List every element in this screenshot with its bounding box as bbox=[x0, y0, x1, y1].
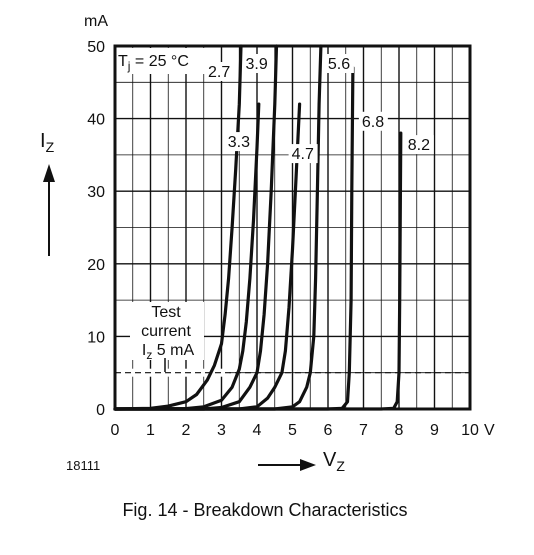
y-tick-label: 50 bbox=[87, 39, 105, 56]
curve-label-bg bbox=[288, 144, 318, 164]
curve-label-bg bbox=[205, 62, 235, 81]
x-axis-arrow-head bbox=[300, 459, 316, 471]
y-unit-label: mA bbox=[84, 13, 108, 30]
temperature-annotation: Tj = 25 °C bbox=[118, 53, 189, 73]
x-tick-label: 9 bbox=[430, 422, 439, 439]
x-tick-label: 4 bbox=[253, 422, 262, 439]
test-note-line2: current bbox=[141, 323, 191, 340]
curve-3-3 bbox=[113, 102, 261, 411]
y-tick-label: 0 bbox=[96, 402, 105, 419]
y-tick-label: 20 bbox=[87, 257, 105, 274]
x-tick-label: 2 bbox=[182, 422, 191, 439]
tick-labels: 0 1 2 3 4 5 6 7 8 9 10 V 0 10 20 30 40 50 bbox=[87, 39, 495, 439]
test-note-suffix: 5 mA bbox=[152, 342, 194, 359]
test-note-line1: Test bbox=[151, 304, 181, 321]
x-axis-title: VZ bbox=[323, 449, 345, 474]
curve-label-5-6: 5.6 bbox=[328, 56, 350, 73]
x-tick-label: 8 bbox=[395, 422, 404, 439]
curve-label-2-7: 2.7 bbox=[208, 64, 230, 81]
reference-line-layer bbox=[115, 368, 470, 377]
plot-border bbox=[113, 44, 472, 411]
curve-label-bg bbox=[324, 54, 354, 73]
figure-id: 18111 bbox=[66, 458, 100, 473]
curve-label-8-2: 8.2 bbox=[408, 137, 430, 154]
temp-prefix: T bbox=[118, 53, 128, 70]
curve-label-6-8: 6.8 bbox=[362, 114, 384, 131]
curve-label-bg bbox=[358, 111, 388, 131]
y-axis-title: IZ bbox=[40, 130, 55, 155]
curve-label-bg bbox=[242, 54, 272, 73]
temp-text: = 25 °C bbox=[130, 53, 188, 70]
curve-label-3-9: 3.9 bbox=[246, 56, 268, 73]
x-axis-title-sub: Z bbox=[336, 458, 345, 474]
figure-caption: Fig. 14 - Breakdown Characteristics bbox=[122, 500, 407, 520]
curve-2-7 bbox=[113, 44, 243, 411]
test-note-prefix: I bbox=[142, 342, 146, 359]
x-tick-label: 1 bbox=[146, 422, 155, 439]
x-unit-label: V bbox=[484, 422, 495, 439]
curve-label-3-3: 3.3 bbox=[228, 134, 250, 151]
test-current-annotation-bg bbox=[130, 302, 204, 360]
reference-line-mask bbox=[117, 368, 229, 377]
curve-labels: 2.7 3.3 3.9 4.7 5.6 6.8 8.2 bbox=[117, 48, 434, 360]
x-tick-label: 7 bbox=[359, 422, 368, 439]
y-tick-label: 10 bbox=[87, 329, 105, 346]
test-note-line3: Iz 5 mA bbox=[142, 342, 195, 362]
y-axis-arrow-head bbox=[43, 164, 55, 182]
x-axis-title-main: V bbox=[323, 449, 337, 471]
temperature-annotation-bg bbox=[117, 48, 207, 74]
curve-label-4-7: 4.7 bbox=[292, 146, 314, 163]
x-tick-label: 3 bbox=[217, 422, 226, 439]
x-tick-label: 6 bbox=[324, 422, 333, 439]
y-tick-label: 40 bbox=[87, 112, 105, 129]
y-tick-label: 30 bbox=[87, 184, 105, 201]
curve-label-bg bbox=[224, 132, 254, 152]
test-note-sub: z bbox=[146, 348, 152, 362]
y-axis-title-sub: Z bbox=[46, 139, 55, 155]
temp-sub: j bbox=[127, 59, 131, 73]
y-axis-title-main: I bbox=[40, 130, 46, 152]
x-tick-label: 5 bbox=[288, 422, 297, 439]
x-tick-label: 0 bbox=[111, 422, 120, 439]
curve-label-bg bbox=[404, 135, 434, 155]
x-tick-label: 10 bbox=[461, 422, 479, 439]
test-current-annotation: Test current Iz 5 mA bbox=[141, 304, 194, 372]
